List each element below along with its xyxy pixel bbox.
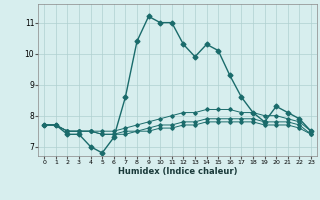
X-axis label: Humidex (Indice chaleur): Humidex (Indice chaleur)	[118, 167, 237, 176]
